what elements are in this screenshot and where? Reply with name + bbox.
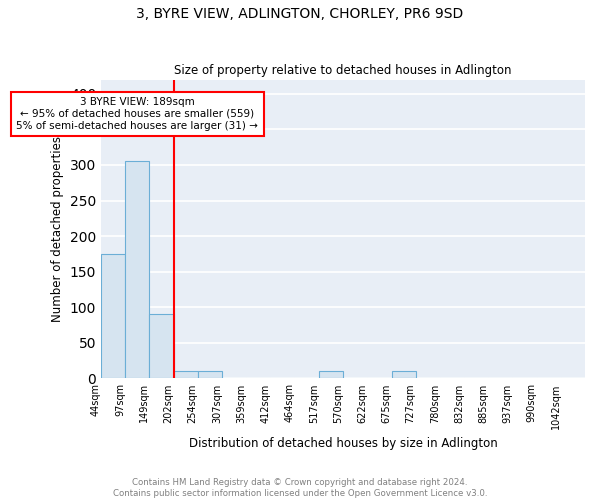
- Text: 3, BYRE VIEW, ADLINGTON, CHORLEY, PR6 9SD: 3, BYRE VIEW, ADLINGTON, CHORLEY, PR6 9S…: [136, 8, 464, 22]
- Bar: [319, 372, 343, 378]
- Bar: [392, 372, 416, 378]
- Text: 3 BYRE VIEW: 189sqm
← 95% of detached houses are smaller (559)
5% of semi-detach: 3 BYRE VIEW: 189sqm ← 95% of detached ho…: [16, 98, 259, 130]
- Bar: [174, 372, 197, 378]
- Title: Size of property relative to detached houses in Adlington: Size of property relative to detached ho…: [174, 64, 512, 77]
- Bar: [197, 372, 222, 378]
- Bar: [125, 162, 149, 378]
- Text: Contains HM Land Registry data © Crown copyright and database right 2024.
Contai: Contains HM Land Registry data © Crown c…: [113, 478, 487, 498]
- Bar: [149, 314, 174, 378]
- Bar: [101, 254, 125, 378]
- Y-axis label: Number of detached properties: Number of detached properties: [51, 136, 64, 322]
- X-axis label: Distribution of detached houses by size in Adlington: Distribution of detached houses by size …: [188, 437, 497, 450]
